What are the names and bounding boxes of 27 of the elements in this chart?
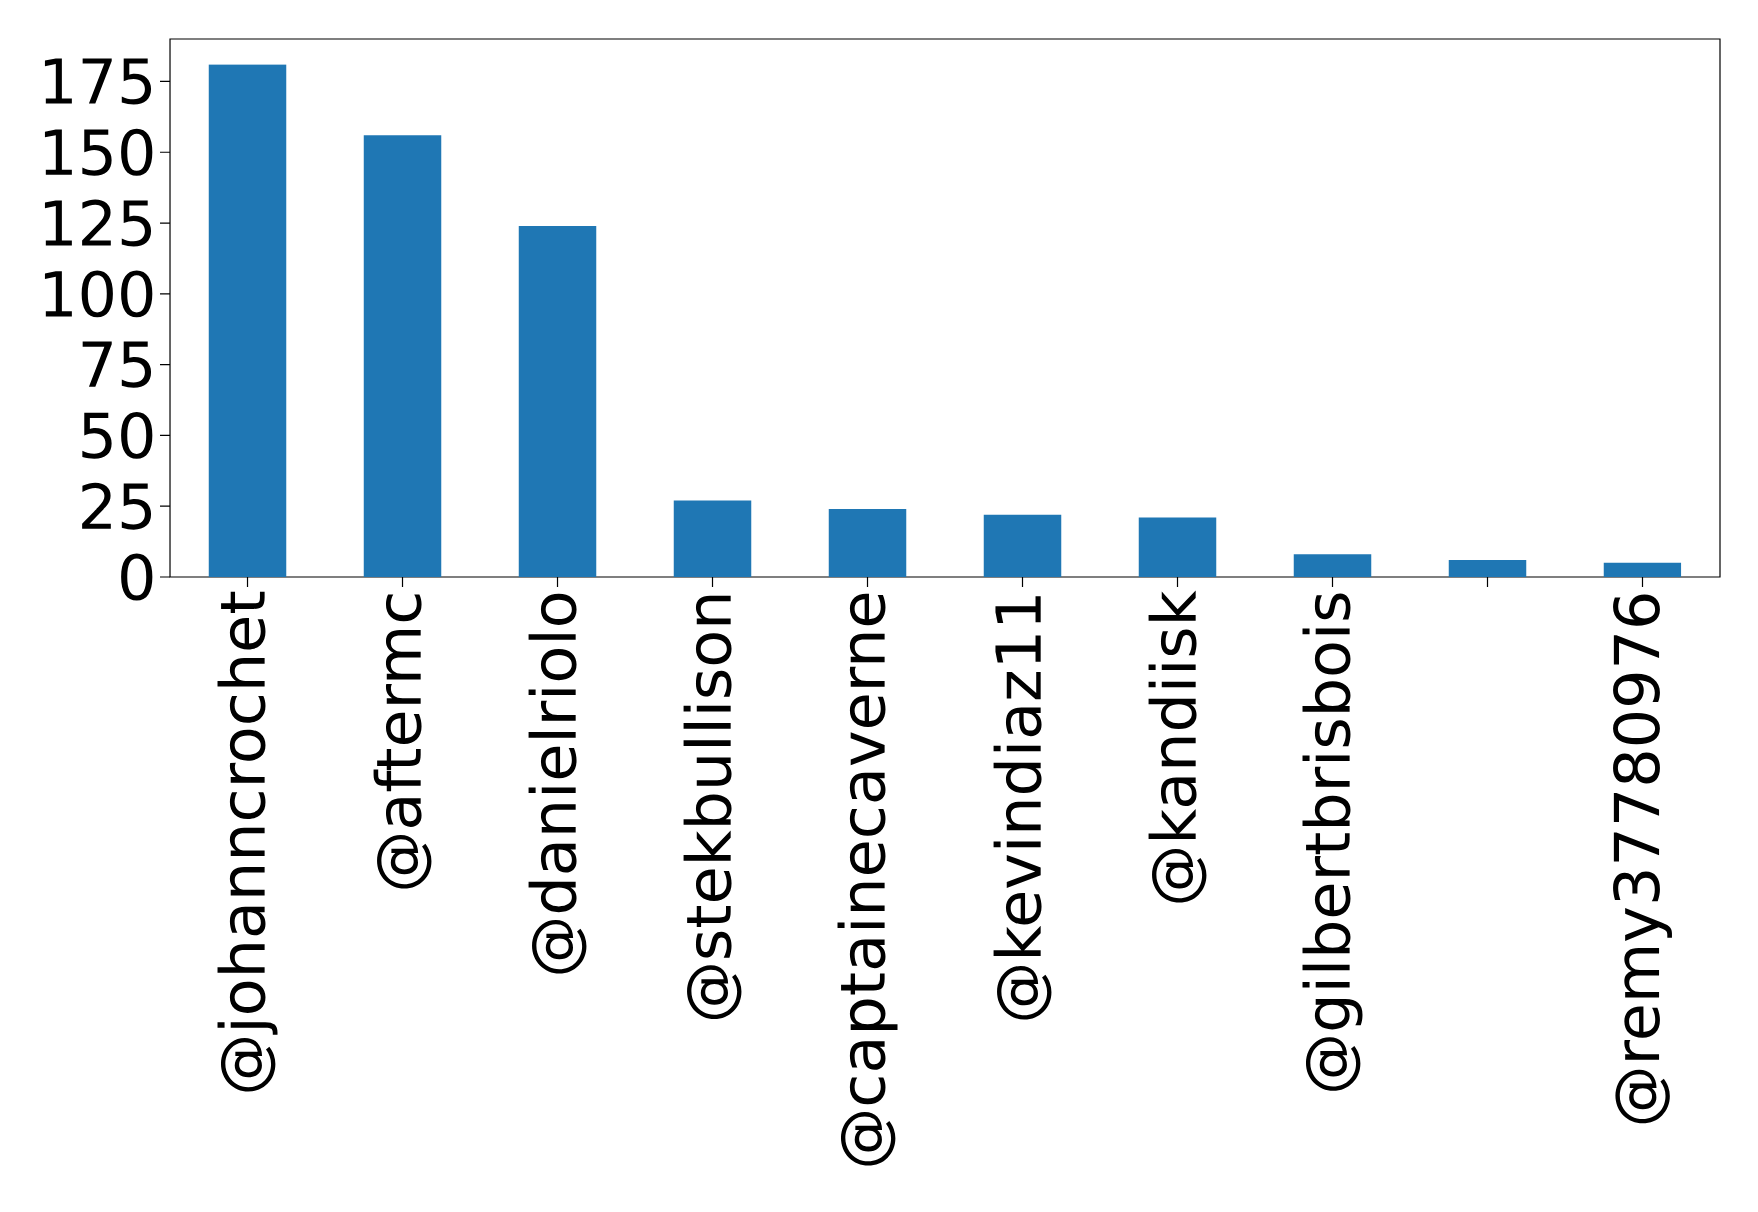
x-tick-label: @danielriolo (528, 593, 587, 974)
bar (1603, 562, 1682, 577)
x-tick-label: @kevindiaz11 (993, 596, 1052, 1020)
bar (518, 225, 597, 577)
y-tick-label: 0 (121, 553, 153, 601)
bar (828, 509, 907, 577)
x-tick-label: @stekbullison (683, 595, 742, 1019)
y-tick-label: 50 (82, 411, 153, 459)
x-tick-label: @kandiisk (1148, 590, 1207, 903)
x-tick-label: @captainecaverne (837, 593, 898, 1166)
y-tick-label: 75 (82, 341, 152, 388)
bar (983, 514, 1062, 577)
x-tick-label: @aftermc (373, 594, 432, 889)
bar (673, 500, 752, 577)
y-tick-label: 25 (82, 482, 152, 530)
x-tick-label: @johanncrochet (217, 591, 278, 1092)
y-tick-label: 100 (44, 270, 153, 318)
y-tick-label: 150 (44, 128, 153, 176)
bar (1293, 554, 1372, 577)
bar (1448, 560, 1527, 577)
y-tick-label: 125 (44, 199, 152, 247)
bar (363, 135, 442, 577)
bar (1138, 517, 1217, 577)
y-tick-label: 175 (44, 58, 152, 105)
bar (208, 64, 287, 577)
x-tick-label: @gilbertbrisbois (1302, 593, 1363, 1091)
x-tick-label: @remy37780976 (1613, 594, 1672, 1124)
